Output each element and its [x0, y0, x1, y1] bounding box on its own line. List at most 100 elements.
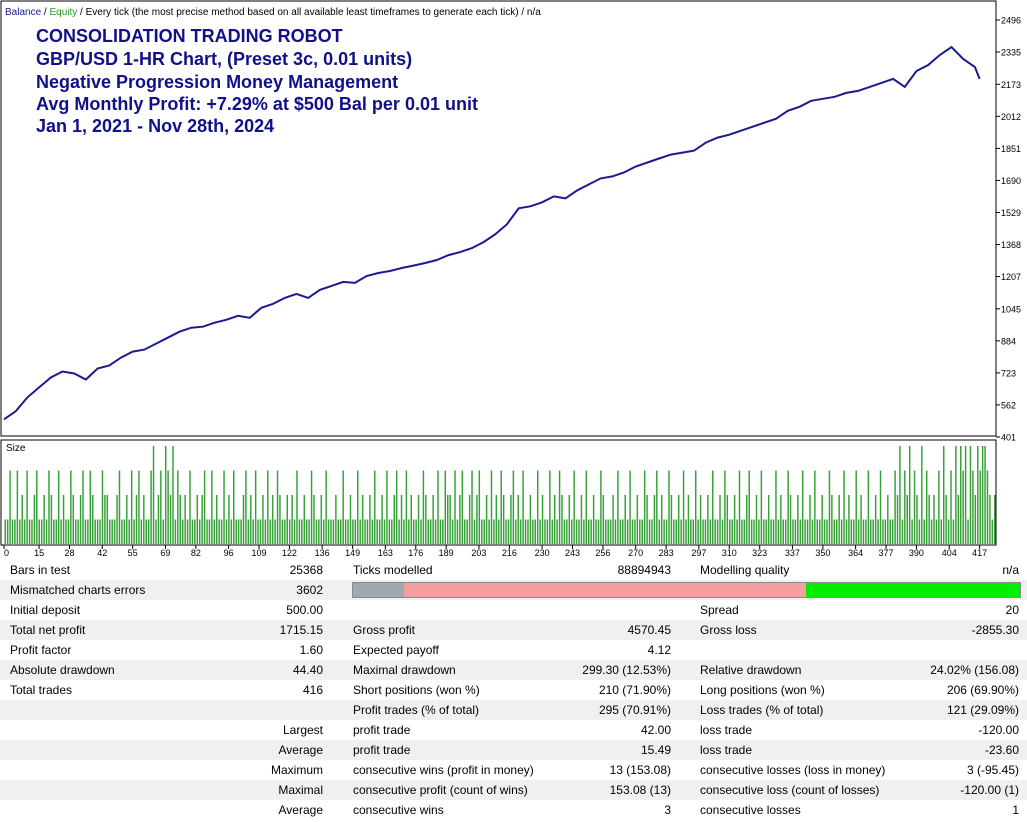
value-col1: 3602	[296, 583, 323, 597]
label-col2: consecutive profit (count of wins)	[353, 783, 528, 797]
size-bar	[517, 495, 519, 544]
value-col3: n/a	[1002, 563, 1019, 577]
size-bar	[48, 470, 50, 544]
size-bar	[393, 495, 395, 544]
x-tick-label: 297	[691, 548, 706, 558]
size-bar	[38, 519, 40, 544]
size-bar	[704, 519, 707, 544]
size-bar	[427, 519, 430, 544]
size-bar	[558, 470, 561, 544]
size-bar	[685, 519, 687, 544]
size-bar	[478, 470, 481, 544]
y-tick-label: 1368	[1001, 240, 1021, 250]
size-bar	[208, 519, 211, 544]
size-bar	[928, 495, 930, 544]
size-bar	[177, 470, 179, 544]
size-bar	[738, 470, 741, 544]
size-bar	[264, 519, 267, 544]
size-bar	[848, 495, 850, 544]
size-bar	[529, 495, 532, 544]
size-bar	[838, 495, 840, 544]
size-bar	[412, 519, 415, 544]
size-bar	[712, 470, 714, 544]
size-bar	[695, 470, 697, 544]
size-bar	[14, 519, 16, 544]
size-bar	[804, 519, 806, 544]
size-bar	[366, 519, 369, 544]
size-bar	[945, 495, 947, 544]
size-bar	[488, 519, 490, 544]
size-bar	[281, 519, 284, 544]
size-bar	[636, 495, 639, 544]
size-bar	[563, 519, 566, 544]
size-bar	[823, 519, 826, 544]
size-bar	[116, 495, 118, 544]
size-bar	[43, 495, 45, 544]
size-bar	[743, 519, 746, 544]
size-bar	[240, 519, 242, 544]
size-bar	[960, 446, 962, 544]
quality-segment-green	[805, 583, 1020, 597]
label-col3: Loss trades (% of total)	[700, 703, 824, 717]
size-bar	[741, 519, 743, 544]
label-col2: Expected payoff	[353, 643, 439, 657]
value-col3: -2855.30	[971, 623, 1019, 637]
size-bar	[254, 470, 257, 544]
balance-chart: 2496 2335 2173 2012 1851 1690 1529 1368 1207 1045…	[0, 0, 1021, 558]
size-bar	[143, 495, 145, 544]
size-bar	[410, 495, 412, 544]
size-bar	[271, 495, 274, 544]
size-bar	[196, 495, 199, 544]
label-col2: Profit trades (% of total)	[353, 703, 480, 717]
size-bar	[121, 519, 123, 544]
size-bar	[867, 470, 870, 544]
size-bar	[814, 470, 816, 544]
size-bar	[692, 519, 695, 544]
size-bar	[247, 519, 250, 544]
size-bar	[228, 495, 230, 544]
size-bar	[984, 446, 986, 544]
value-col2: 88894943	[617, 563, 671, 577]
size-bar	[974, 495, 977, 544]
label-col1: Absolute drawdown	[10, 663, 115, 677]
size-bar	[770, 519, 772, 544]
size-bar	[614, 519, 617, 544]
size-bar	[318, 519, 320, 544]
size-bar	[658, 519, 660, 544]
value-col1: 25368	[289, 563, 323, 577]
size-bar	[607, 519, 609, 544]
size-bar	[126, 495, 128, 544]
size-bar	[578, 519, 580, 544]
size-bar	[16, 470, 19, 544]
size-bar	[702, 519, 704, 544]
size-bar	[267, 470, 269, 544]
size-bar	[237, 519, 240, 544]
size-bar	[179, 495, 182, 544]
size-bar	[186, 519, 189, 544]
size-bar	[748, 470, 750, 544]
size-bar	[456, 519, 459, 544]
size-bar	[592, 495, 595, 544]
label-col3: Modelling quality	[700, 563, 790, 577]
label-col3: consecutive loss (count of losses)	[700, 783, 880, 797]
size-bar	[391, 519, 393, 544]
size-bar	[230, 519, 233, 544]
y-tick-label: 1529	[1001, 208, 1021, 218]
label-col2: Ticks modelled	[353, 563, 433, 577]
y-tick-label: 2335	[1001, 48, 1021, 58]
size-bar	[140, 519, 143, 544]
size-bar	[553, 495, 556, 544]
value-col3: -120.00	[978, 723, 1019, 737]
size-bar	[403, 519, 405, 544]
size-bar	[524, 519, 527, 544]
size-bar	[218, 519, 220, 544]
size-bar	[624, 495, 626, 544]
size-bar	[9, 470, 11, 544]
size-bar	[400, 495, 403, 544]
size-bar	[398, 519, 400, 544]
size-bar	[434, 519, 437, 544]
size-bar	[308, 519, 310, 544]
size-bar	[911, 519, 913, 544]
label-col1: Initial deposit	[10, 603, 81, 617]
size-bar	[724, 470, 726, 544]
